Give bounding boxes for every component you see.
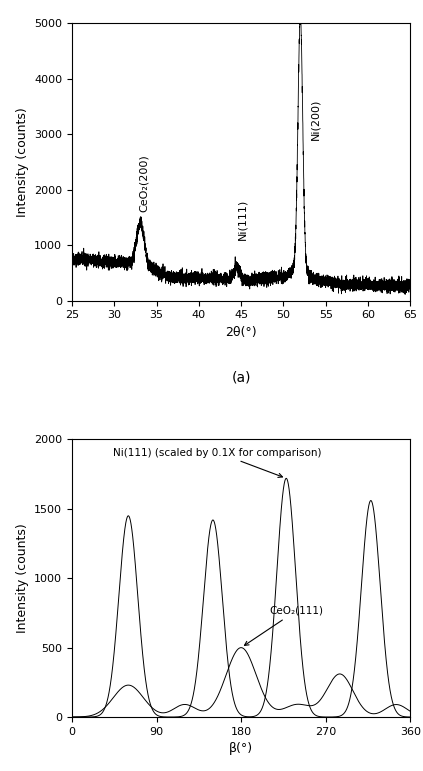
Text: Ni(200): Ni(200)	[310, 99, 321, 140]
Y-axis label: Intensity (counts): Intensity (counts)	[16, 524, 28, 633]
Text: CeO₂(200): CeO₂(200)	[139, 154, 149, 212]
X-axis label: β(°): β(°)	[229, 742, 253, 756]
Text: Ni(111): Ni(111)	[238, 198, 248, 240]
Text: (a): (a)	[231, 370, 251, 384]
Text: Ni(111) (scaled by 0.1X for comparison): Ni(111) (scaled by 0.1X for comparison)	[113, 447, 322, 477]
X-axis label: 2θ(°): 2θ(°)	[225, 326, 257, 339]
Y-axis label: Intensity (counts): Intensity (counts)	[16, 107, 28, 217]
Text: CeO₂(111): CeO₂(111)	[244, 606, 323, 645]
